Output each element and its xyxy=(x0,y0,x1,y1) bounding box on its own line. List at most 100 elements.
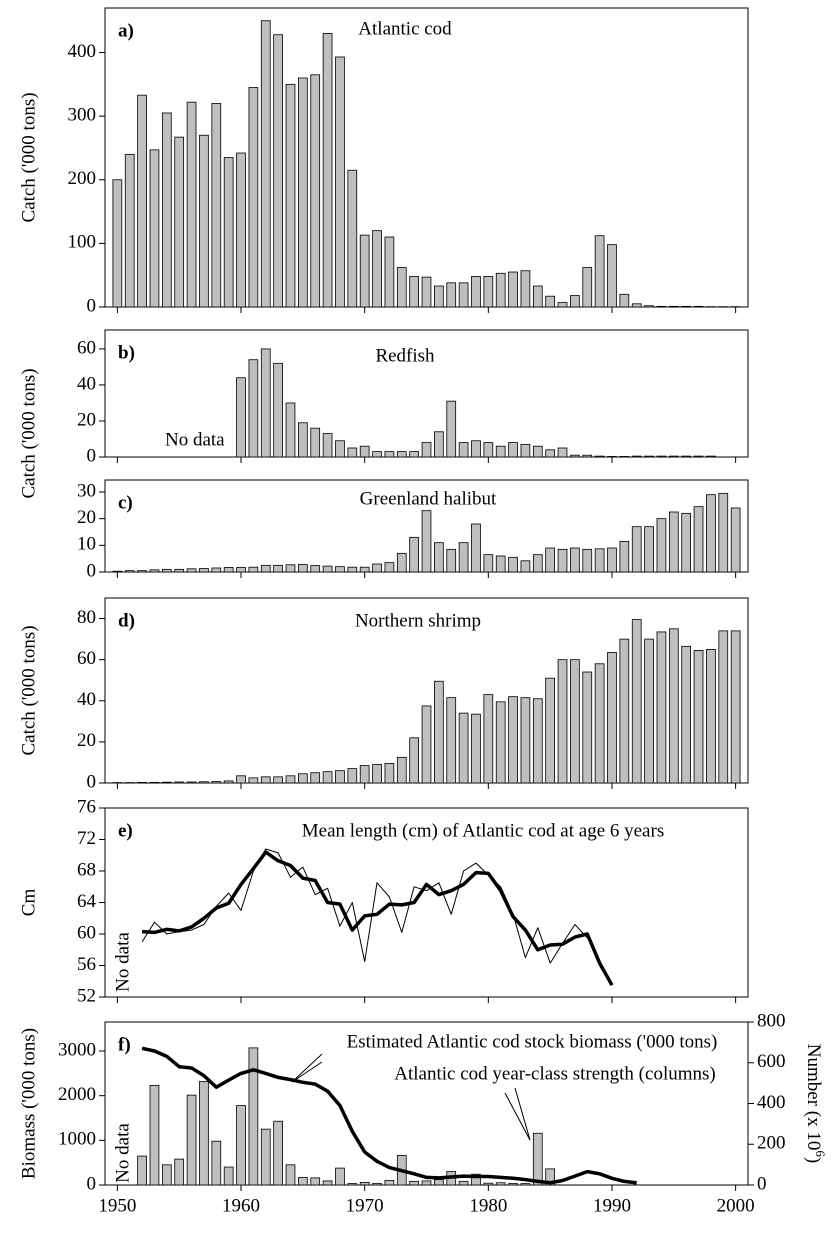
bar xyxy=(594,455,605,458)
series-annotation: Estimated Atlantic cod stock biomass ('0… xyxy=(347,1031,718,1052)
bar xyxy=(508,1183,518,1186)
bar xyxy=(359,765,370,784)
y2-tick-label: 800 xyxy=(757,1010,786,1031)
bar xyxy=(471,276,481,308)
bar xyxy=(396,756,407,784)
y-tick-label: 30 xyxy=(77,480,96,501)
bar xyxy=(656,631,667,784)
bar xyxy=(730,507,741,573)
bar xyxy=(273,362,283,458)
y-tick-label: 10 xyxy=(77,534,96,555)
bar xyxy=(409,536,419,573)
y-tick-label: 52 xyxy=(77,985,96,1006)
bar xyxy=(532,554,543,573)
bar xyxy=(248,777,259,784)
bar xyxy=(372,230,382,308)
bar xyxy=(186,101,197,308)
y-tick-label: 20 xyxy=(77,507,96,528)
y-tick-label: 200 xyxy=(68,168,97,189)
bar xyxy=(607,456,617,458)
bar xyxy=(656,455,667,458)
line xyxy=(141,850,614,987)
y-tick-label: 72 xyxy=(77,828,96,849)
bar xyxy=(273,776,283,784)
no-data-note: No data xyxy=(165,429,225,450)
annotation-pointer xyxy=(291,1061,323,1083)
y-tick-label: 60 xyxy=(77,922,96,943)
bar xyxy=(347,566,358,573)
bar xyxy=(248,87,259,308)
y-tick-label: 56 xyxy=(77,954,96,975)
bar xyxy=(446,548,457,573)
bar xyxy=(260,20,271,308)
y-tick-label: 0 xyxy=(87,560,97,581)
annotation-pointer xyxy=(514,1087,531,1141)
bar xyxy=(124,153,135,308)
bar xyxy=(273,34,283,308)
bar xyxy=(607,244,617,308)
bar xyxy=(619,540,630,573)
bar xyxy=(384,1180,395,1186)
bar xyxy=(495,701,506,784)
bar xyxy=(693,455,704,458)
y-tick-label: 1000 xyxy=(58,1129,96,1150)
panel-label: c) xyxy=(118,492,133,513)
bar xyxy=(384,451,395,458)
bar xyxy=(297,773,308,784)
y-tick-label: 20 xyxy=(77,730,96,751)
bar xyxy=(545,295,556,308)
y-tick-label: 3000 xyxy=(58,1039,96,1060)
panel-label: d) xyxy=(118,610,135,631)
bar xyxy=(557,447,568,458)
annotation-pointer xyxy=(291,1053,323,1083)
panel-title: Redfish xyxy=(375,345,435,366)
bar xyxy=(495,1182,506,1186)
x-tick-label: 1950 xyxy=(98,1195,136,1216)
bar xyxy=(174,1158,185,1186)
bar xyxy=(434,285,444,308)
bar xyxy=(458,282,469,308)
bar xyxy=(483,1182,494,1186)
bar xyxy=(668,455,679,458)
bar xyxy=(223,780,234,784)
bar xyxy=(322,33,333,308)
bar xyxy=(260,348,271,458)
bar xyxy=(471,440,481,458)
bar xyxy=(396,267,407,308)
bar xyxy=(297,1177,308,1186)
bar xyxy=(260,776,271,784)
bar xyxy=(260,564,271,573)
bar xyxy=(211,1140,222,1186)
bar xyxy=(310,74,321,308)
bar xyxy=(718,492,729,573)
bar xyxy=(594,548,605,573)
x-tick-label: 1960 xyxy=(222,1195,260,1216)
panel-label: a) xyxy=(118,20,134,41)
bar xyxy=(631,526,642,573)
y2-axis-label: Number (x 106) xyxy=(803,1044,828,1163)
bar xyxy=(619,638,630,784)
bar xyxy=(223,1166,234,1186)
bar xyxy=(508,696,518,784)
bar xyxy=(335,440,345,458)
bar xyxy=(421,705,432,784)
bar xyxy=(211,781,222,784)
bar xyxy=(458,712,469,784)
bar xyxy=(211,567,222,573)
y-axis-label: Catch ('000 tons) xyxy=(18,368,39,498)
bar xyxy=(656,518,667,573)
y-tick-label: 0 xyxy=(87,1173,97,1194)
panel-label: b) xyxy=(118,342,135,363)
bar xyxy=(285,402,296,458)
bar xyxy=(124,570,135,573)
bar xyxy=(570,659,580,784)
bar xyxy=(545,677,556,784)
bar xyxy=(446,697,457,784)
y-tick-label: 60 xyxy=(77,648,96,669)
bar xyxy=(508,271,518,308)
bar xyxy=(434,1179,444,1186)
bar xyxy=(693,506,704,573)
bar xyxy=(347,1183,358,1186)
